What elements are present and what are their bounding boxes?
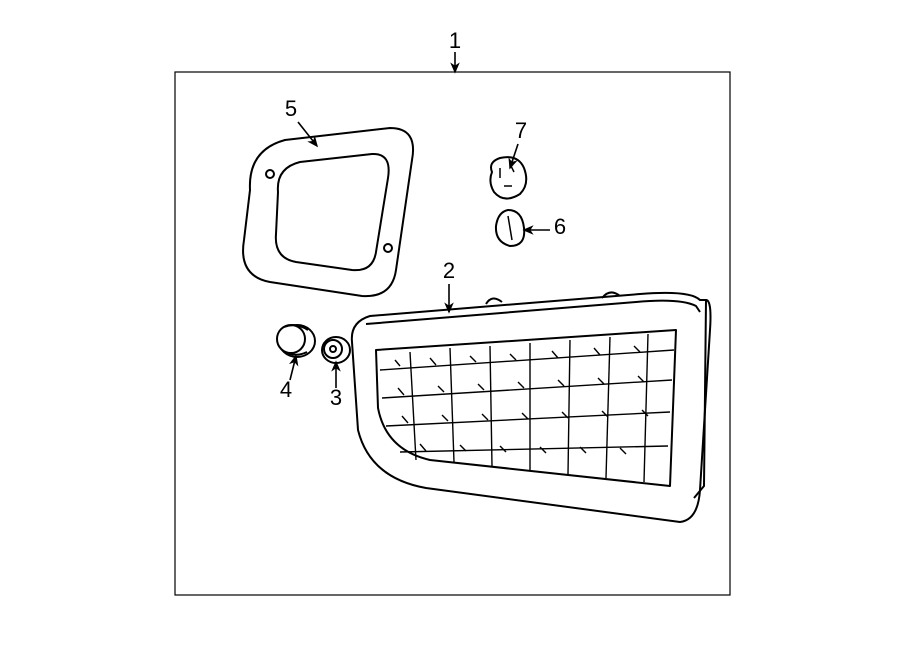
callout-label: 5 xyxy=(285,96,297,121)
part-6-bulb xyxy=(496,210,524,246)
callout-label: 7 xyxy=(515,118,527,143)
callout-4: 4 xyxy=(280,356,296,402)
callout-label: 6 xyxy=(554,214,566,239)
part-4-grommet xyxy=(277,325,315,357)
part-5-gasket xyxy=(243,128,413,296)
callout-3: 3 xyxy=(330,362,342,410)
part-7-socket xyxy=(490,157,526,198)
callout-label: 1 xyxy=(449,28,461,53)
callout-label: 3 xyxy=(330,385,342,410)
callout-2: 2 xyxy=(443,258,455,312)
callout-6: 6 xyxy=(524,214,566,239)
part-3-grommet xyxy=(322,337,350,363)
parts-diagram: 1 2 3 4 5 6 7 xyxy=(0,0,900,661)
callout-1: 1 xyxy=(449,28,461,72)
callout-label: 2 xyxy=(443,258,455,283)
part-2-lens-housing xyxy=(352,292,711,522)
callout-label: 4 xyxy=(280,377,292,402)
